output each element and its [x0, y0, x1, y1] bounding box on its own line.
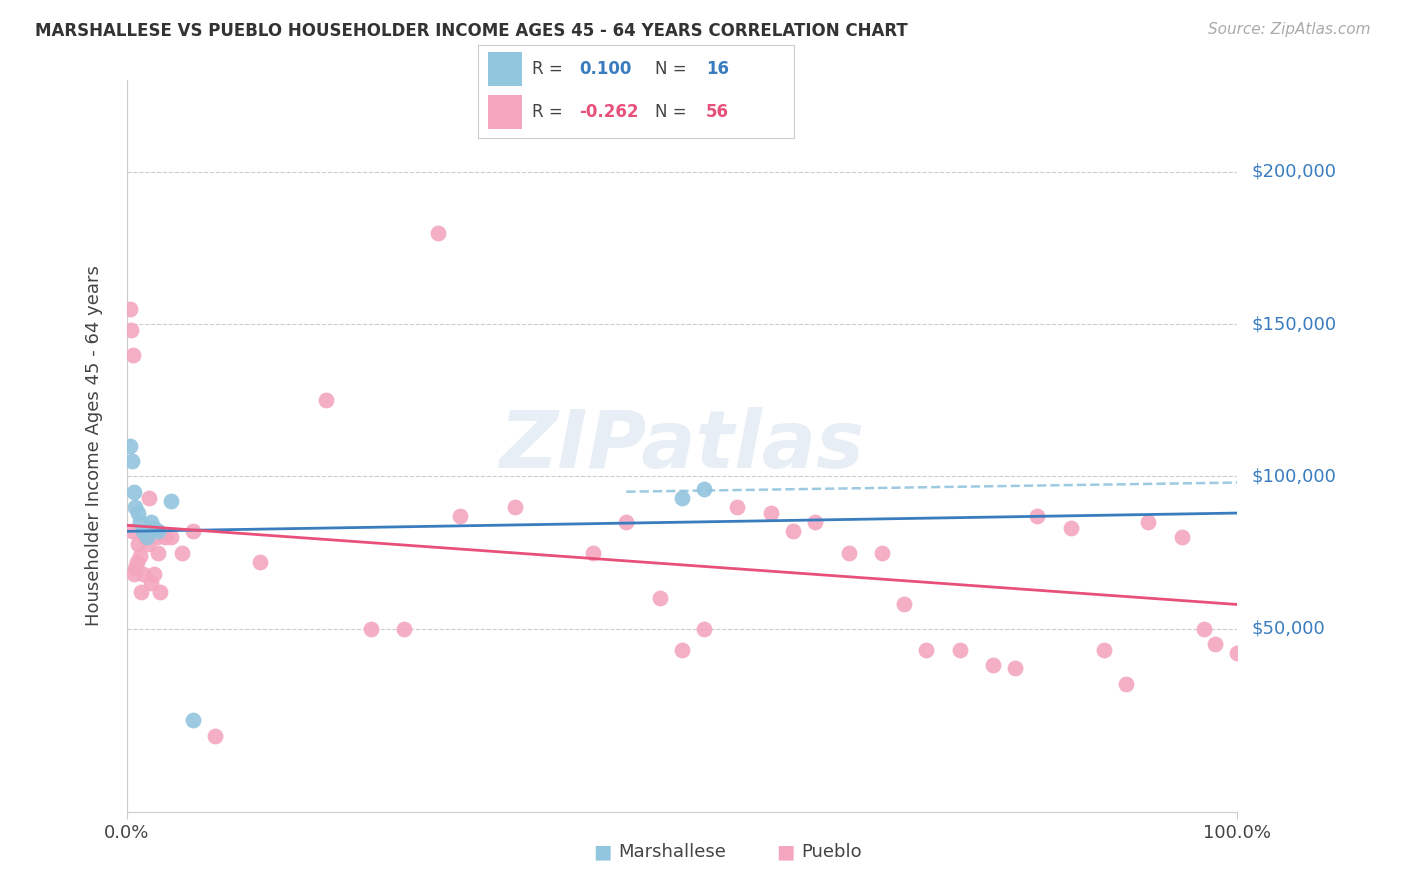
Text: $200,000: $200,000 [1251, 162, 1336, 181]
Point [135, 530, 157, 544]
Point [915, 643, 938, 657]
Text: $50,000: $50,000 [1251, 620, 1324, 638]
Point [181, 524, 204, 539]
Text: 56: 56 [706, 103, 728, 121]
Point [143, 521, 166, 535]
Point [121, 524, 143, 539]
Point [582, 546, 605, 560]
Text: R =: R = [531, 60, 568, 78]
Point [616, 515, 638, 529]
Point [146, 524, 169, 539]
Point [139, 515, 162, 529]
Point [759, 506, 782, 520]
Point [648, 591, 671, 606]
Point [139, 576, 162, 591]
Point [1226, 646, 1249, 660]
Point [1115, 676, 1137, 690]
Text: -0.262: -0.262 [579, 103, 638, 121]
Point [132, 567, 155, 582]
Point [160, 530, 183, 544]
Point [1026, 509, 1049, 524]
Point [804, 515, 827, 529]
Point [127, 506, 149, 520]
Point [118, 301, 141, 316]
Text: Pueblo: Pueblo [801, 843, 862, 861]
Point [1004, 661, 1026, 675]
Text: Source: ZipAtlas.com: Source: ZipAtlas.com [1208, 22, 1371, 37]
Text: ■: ■ [776, 842, 794, 862]
Point [1204, 637, 1226, 651]
Point [503, 500, 526, 514]
Point [181, 714, 204, 728]
Point [124, 567, 146, 582]
Text: MARSHALLESE VS PUEBLO HOUSEHOLDER INCOME AGES 45 - 64 YEARS CORRELATION CHART: MARSHALLESE VS PUEBLO HOUSEHOLDER INCOME… [35, 22, 908, 40]
Point [893, 598, 915, 612]
Point [160, 494, 183, 508]
Text: $150,000: $150,000 [1251, 315, 1336, 333]
Point [1137, 515, 1160, 529]
Point [394, 622, 416, 636]
Point [122, 348, 145, 362]
Text: $100,000: $100,000 [1251, 467, 1336, 485]
Point [426, 226, 449, 240]
Text: ■: ■ [593, 842, 612, 862]
Point [1092, 643, 1115, 657]
Point [128, 549, 150, 563]
Text: 16: 16 [706, 60, 728, 78]
Point [124, 561, 146, 575]
Point [981, 658, 1004, 673]
Point [149, 585, 172, 599]
Point [125, 555, 148, 569]
Text: N =: N = [655, 103, 692, 121]
Text: Marshallese: Marshallese [619, 843, 727, 861]
Point [128, 515, 150, 529]
Point [693, 482, 716, 496]
Point [132, 524, 155, 539]
Point [146, 546, 169, 560]
Point [360, 622, 382, 636]
Point [1060, 521, 1083, 535]
Point [129, 585, 152, 599]
Point [782, 524, 804, 539]
Point [693, 622, 716, 636]
Point [315, 393, 337, 408]
Bar [488, 95, 523, 129]
Point [121, 454, 143, 468]
Point [671, 491, 693, 505]
Point [870, 546, 893, 560]
Point [134, 530, 156, 544]
Point [145, 530, 167, 544]
Point [120, 323, 142, 337]
Point [671, 643, 693, 657]
Point [449, 509, 471, 524]
Point [1170, 530, 1192, 544]
Point [727, 500, 749, 514]
Text: N =: N = [655, 60, 692, 78]
Text: ZIPatlas: ZIPatlas [499, 407, 865, 485]
Point [124, 500, 146, 514]
Bar [488, 52, 523, 86]
Point [204, 729, 226, 743]
Point [172, 546, 194, 560]
Point [155, 530, 177, 544]
Point [127, 536, 149, 550]
Point [249, 555, 271, 569]
Point [949, 643, 972, 657]
Point [838, 546, 860, 560]
Text: 0.100: 0.100 [579, 60, 631, 78]
Point [138, 491, 160, 505]
Point [143, 567, 166, 582]
Text: R =: R = [531, 103, 568, 121]
Point [136, 536, 159, 550]
Point [118, 439, 141, 453]
Point [138, 521, 160, 535]
Point [1192, 622, 1215, 636]
Y-axis label: Householder Income Ages 45 - 64 years: Householder Income Ages 45 - 64 years [84, 266, 103, 626]
Point [124, 484, 146, 499]
